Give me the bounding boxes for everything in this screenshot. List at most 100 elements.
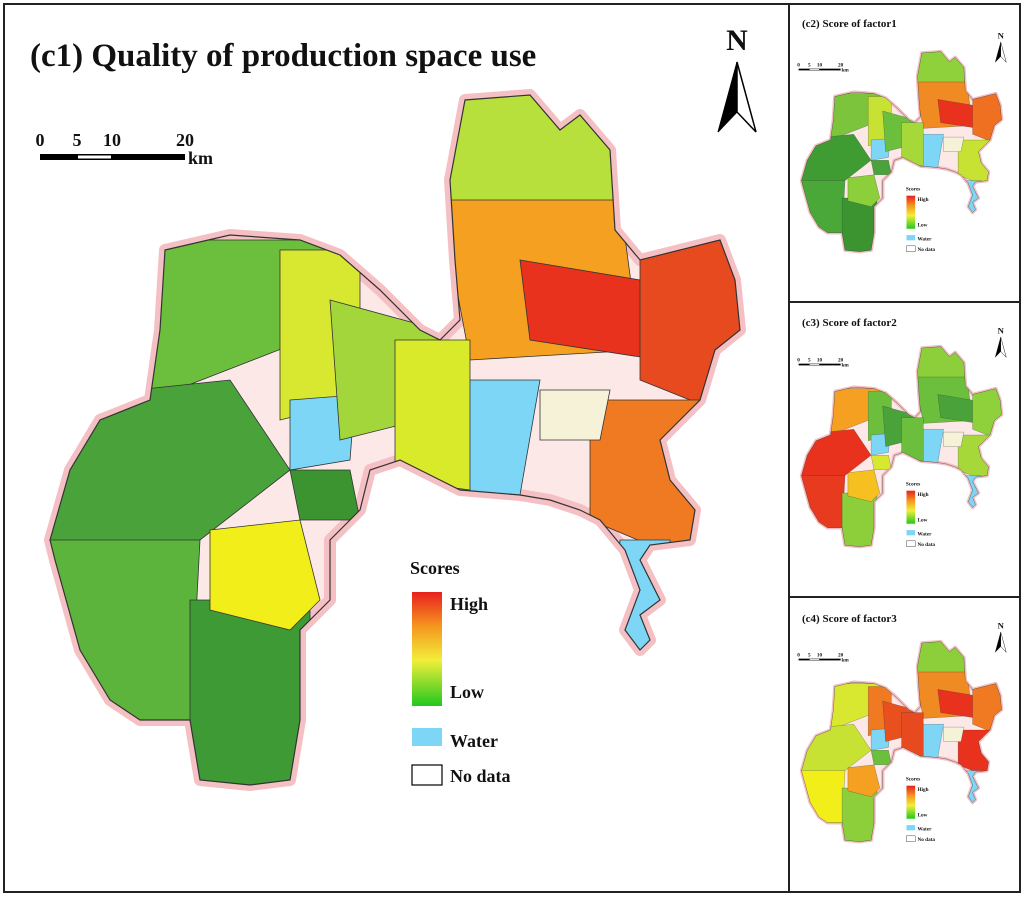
scale-unit: km — [188, 148, 213, 168]
map-region — [801, 475, 846, 531]
scale-bar — [798, 68, 841, 71]
scale-label: 5 — [73, 130, 82, 150]
scale-unit: km — [842, 363, 850, 369]
legend-nodata-swatch — [906, 835, 916, 842]
north-arrow-left — [717, 61, 738, 133]
north-arrow-right — [1000, 336, 1007, 358]
legend-gradient — [906, 490, 916, 524]
legend-low: Low — [918, 517, 928, 523]
map-region — [870, 160, 892, 175]
map-regions — [801, 346, 1002, 547]
map-region — [801, 134, 872, 187]
map-region — [801, 429, 872, 482]
map-outline — [801, 641, 1002, 842]
map-outline — [49, 94, 741, 786]
legend-water-swatch — [906, 235, 916, 241]
map-region — [50, 539, 201, 731]
map-outline — [801, 51, 1002, 252]
north-arrow-left — [995, 41, 1001, 63]
legend-high: High — [918, 197, 929, 203]
panel-title: (c4) Score of factor3 — [802, 613, 897, 625]
legend-nodata-swatch — [906, 245, 916, 252]
legend-water-swatch — [906, 825, 916, 831]
legend-high: High — [918, 492, 929, 498]
map-region — [943, 726, 965, 742]
scale-bar-segment — [809, 364, 820, 365]
scale-unit: km — [842, 658, 850, 664]
scale-unit: km — [842, 68, 850, 74]
north-arrow-left — [995, 631, 1001, 653]
panel-title: (c2) Score of factor1 — [802, 18, 897, 30]
map-region — [847, 174, 880, 207]
map-region — [209, 519, 321, 631]
map-region — [801, 770, 846, 826]
legend-water: Water — [918, 532, 933, 538]
panel-title: (c3) Score of factor2 — [802, 317, 897, 329]
map-region — [847, 764, 880, 797]
legend-gradient — [906, 785, 916, 819]
map-region — [801, 180, 846, 236]
north-arrow-left — [995, 336, 1001, 358]
north-label: N — [726, 24, 748, 57]
legend-title: Scores — [906, 776, 920, 782]
map-regions — [50, 95, 740, 785]
legend-high: High — [918, 787, 929, 793]
map-outline — [801, 346, 1002, 547]
scale-bar — [798, 363, 841, 366]
scale-label: 0 — [36, 130, 45, 150]
legend-gradient — [412, 592, 442, 706]
map-region — [943, 431, 965, 447]
scale-label: 20 — [176, 130, 194, 150]
scale-label: 20 — [838, 357, 844, 363]
scale-label: 10 — [817, 62, 823, 68]
map-region — [901, 712, 924, 757]
map-regions — [801, 641, 1002, 842]
map-region — [901, 417, 924, 462]
scale-label: 20 — [838, 652, 844, 658]
map-region — [901, 122, 924, 167]
legend-nodata: No data — [450, 766, 511, 786]
scale-label: 5 — [808, 652, 811, 658]
legend-nodata: No data — [918, 542, 936, 548]
north-label: N — [998, 31, 1005, 41]
legend-water-swatch — [906, 530, 916, 536]
legend-nodata: No data — [918, 837, 936, 843]
scale-label: 0 — [797, 652, 800, 658]
scale-label: 0 — [797, 357, 800, 363]
scale-label: 10 — [817, 357, 823, 363]
scale-bar-segment — [78, 155, 111, 159]
map-region — [801, 724, 872, 777]
north-arrow-right — [1000, 41, 1007, 63]
scale-label: 10 — [103, 130, 121, 150]
scale-label: 0 — [797, 62, 800, 68]
scale-label: 20 — [838, 62, 844, 68]
scale-bar-segment — [809, 659, 820, 660]
legend-low: Low — [918, 812, 928, 818]
north-label: N — [998, 326, 1005, 336]
scale-label: 5 — [808, 357, 811, 363]
legend-gradient — [906, 195, 916, 229]
north-arrow-right — [1000, 631, 1007, 653]
legend-nodata: No data — [918, 247, 936, 253]
legend-high: High — [450, 594, 488, 614]
map-region — [394, 339, 471, 491]
north-label: N — [998, 621, 1005, 631]
legend-low: Low — [450, 682, 484, 702]
map-region — [943, 136, 965, 152]
legend-nodata-swatch — [906, 540, 916, 547]
map-region — [289, 469, 361, 521]
panel-title: (c1) Quality of production space use — [30, 38, 536, 74]
map-region — [870, 455, 892, 470]
map-region — [50, 379, 291, 561]
legend-water: Water — [918, 827, 933, 833]
map-region — [539, 389, 611, 441]
legend-title: Scores — [906, 186, 920, 192]
legend-low: Low — [918, 222, 928, 228]
map-region — [847, 469, 880, 502]
legend-water: Water — [450, 731, 498, 751]
scale-bar — [40, 154, 185, 160]
legend-water-swatch — [412, 728, 442, 746]
